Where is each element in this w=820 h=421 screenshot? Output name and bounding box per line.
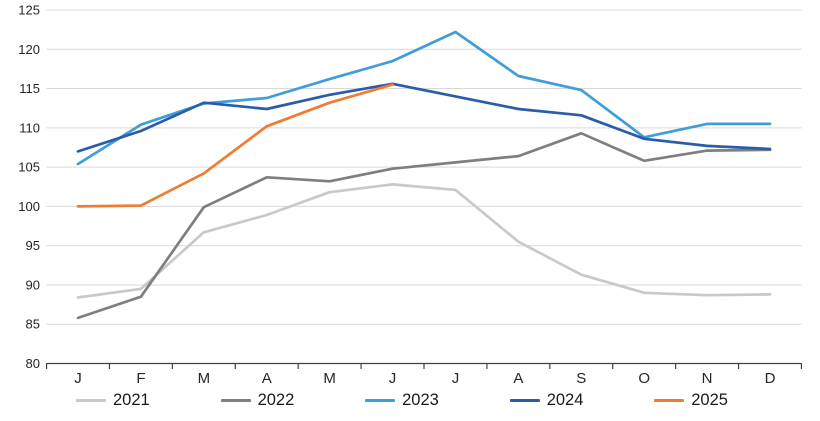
series-line-2022	[76, 131, 772, 320]
y-axis-label: 110	[19, 120, 40, 135]
y-axis-label: 100	[18, 199, 40, 214]
series-line-2024	[76, 82, 772, 153]
legend-swatch-icon	[220, 398, 251, 402]
x-axis-label: J	[74, 370, 82, 387]
legend-label: 2025	[691, 390, 728, 409]
chart-legend: 2021 2022 2023 2024 2025	[76, 388, 728, 412]
x-axis-label: M	[323, 370, 336, 387]
legend-swatch-icon	[509, 398, 540, 402]
x-axis-label: N	[702, 370, 713, 387]
legend-swatch-icon	[365, 398, 396, 402]
x-axis-label: A	[513, 370, 523, 387]
legend-label: 2021	[113, 390, 150, 409]
y-axis-label: 80	[26, 356, 40, 371]
x-axis-label: F	[136, 370, 145, 387]
legend-label: 2022	[257, 390, 295, 409]
y-axis-label: 105	[18, 160, 40, 175]
legend-item-2021: 2021	[76, 392, 150, 409]
series-line-2023	[76, 30, 772, 166]
legend-swatch-icon	[654, 398, 685, 402]
x-axis-label: M	[198, 370, 211, 387]
legend-label: 2023	[402, 390, 439, 409]
y-axis-label: 95	[26, 238, 40, 253]
x-axis-label: A	[262, 370, 272, 387]
x-axis-label: J	[389, 370, 397, 387]
series-line-2021	[76, 183, 772, 299]
y-axis-label: 85	[26, 317, 40, 332]
legend-label: 2024	[546, 390, 584, 409]
y-axis-label: 120	[18, 42, 40, 57]
legend-swatch-icon	[76, 398, 106, 402]
y-axis-label: 125	[18, 3, 40, 18]
y-axis-label: 90	[26, 277, 40, 292]
x-axis-label: J	[452, 370, 460, 387]
x-axis-label: D	[765, 370, 776, 387]
legend-item-2023: 2023	[365, 392, 439, 409]
y-axis-label: 115	[19, 81, 40, 96]
legend-item-2025: 2025	[654, 392, 728, 409]
legend-item-2022: 2022	[220, 390, 295, 409]
x-axis-label: O	[638, 370, 650, 387]
x-axis-label: S	[576, 370, 586, 387]
series-line-2025	[76, 83, 394, 208]
legend-item-2024: 2024	[509, 390, 584, 409]
